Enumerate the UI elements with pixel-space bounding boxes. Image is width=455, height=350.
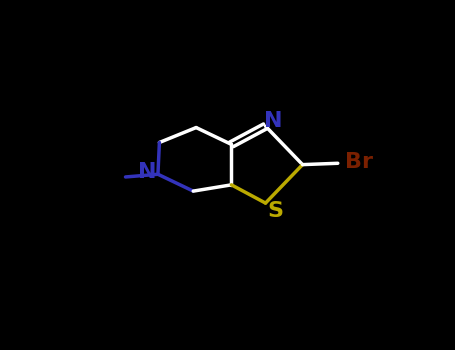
- Text: S: S: [268, 201, 283, 221]
- Text: N: N: [138, 162, 157, 182]
- Text: Br: Br: [345, 152, 373, 172]
- Text: N: N: [264, 111, 283, 131]
